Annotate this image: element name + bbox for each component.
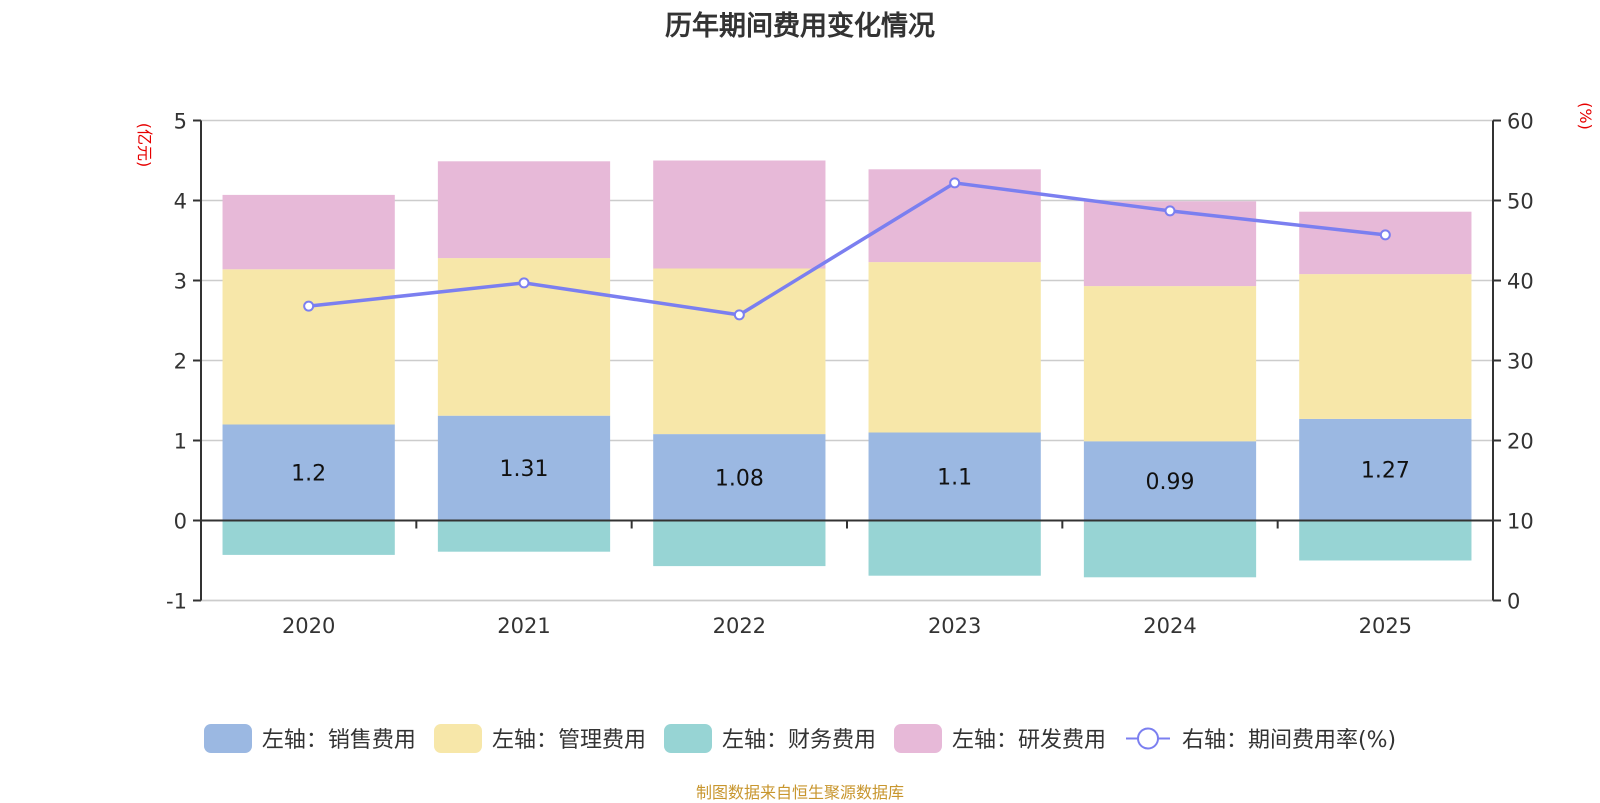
rate-point (733, 309, 745, 321)
bar-segment (868, 520, 1041, 576)
rate-point (949, 177, 961, 189)
legend-label: 左轴：财务费用 (721, 728, 876, 753)
x-axis-tick-label: 2023 (928, 614, 981, 638)
legend-label: 左轴：管理费用 (491, 728, 646, 753)
right-axis-tick-label: 30 (1507, 350, 1534, 374)
x-axis-tick-label: 2024 (1143, 614, 1196, 638)
left-axis-tick-label: 4 (174, 190, 187, 214)
bar-segment (1299, 520, 1472, 561)
left-axis-unit: (亿元) (135, 123, 154, 168)
legend-swatch-sales (203, 723, 252, 753)
bar-segment (1083, 520, 1257, 578)
legend-item-admin[interactable]: 左轴：管理费用 (433, 722, 646, 754)
bar-segment (222, 424, 395, 521)
data-labels: 1.2 1.31 1.08 1.1 0.99 1.27 (291, 457, 1410, 495)
legend-item-sales[interactable]: 左轴：销售费用 (203, 722, 416, 754)
right-axis-tick-label: 10 (1507, 510, 1534, 534)
legend-item-rate[interactable]: 右轴：期间费用率(%) (1124, 722, 1396, 754)
left-axis-tick-label: 2 (174, 350, 187, 374)
bar-segment (653, 160, 826, 269)
legend-label: 左轴：研发费用 (951, 728, 1106, 753)
bar-value-label: 1.1 (937, 466, 972, 491)
left-axis-tick-label: 5 (174, 110, 187, 134)
legend-item-finance[interactable]: 左轴：财务费用 (663, 722, 876, 754)
bar-segment (222, 194, 395, 270)
x-axis-tick-label: 2020 (282, 614, 335, 638)
right-axis-tick-label: 60 (1507, 110, 1534, 134)
bar-segment (1083, 286, 1257, 442)
bar-segment (437, 415, 611, 521)
right-axis-tick-label: 40 (1507, 270, 1534, 294)
right-axis-tick-label: 20 (1507, 430, 1534, 454)
bar-segment (1083, 441, 1257, 521)
bar-segment (222, 269, 395, 425)
left-axis-tick-label: -1 (166, 590, 187, 614)
rate-point (518, 277, 530, 289)
bar-segment (222, 520, 395, 555)
legend-item-rnd[interactable]: 左轴：研发费用 (893, 722, 1106, 754)
x-axis-tick-label: 2021 (497, 614, 550, 638)
bar-value-label: 1.2 (291, 462, 326, 487)
bar-value-label: 1.31 (500, 457, 549, 482)
rate-point (1164, 205, 1176, 217)
right-axis-unit: (%) (1576, 102, 1595, 130)
left-axis-tick-label: 0 (174, 510, 187, 534)
bar-segment (653, 268, 826, 435)
bar-segment (868, 432, 1041, 521)
bar-segment (868, 262, 1041, 433)
gridlines (201, 119, 1493, 602)
bar-segment (653, 434, 826, 521)
bar-value-label: 1.27 (1361, 459, 1410, 484)
rate-line-path (308, 181, 1386, 317)
legend-swatch-rnd (893, 723, 942, 753)
legend-swatch-finance (663, 723, 712, 753)
legend-swatch-admin (433, 723, 482, 753)
source-footer: 制图数据来自恒生聚源数据库 (695, 783, 904, 802)
bar-segment (1299, 211, 1472, 275)
right-axis-tick-label: 0 (1507, 590, 1520, 614)
rate-point (1379, 229, 1391, 241)
bar-segment (1299, 418, 1472, 521)
x-axis-tick-label: 2025 (1359, 614, 1412, 638)
rate-line (303, 177, 1391, 321)
bar-value-label: 1.08 (715, 466, 764, 491)
bar-segment (437, 161, 611, 259)
right-axis-tick-label: 50 (1507, 190, 1534, 214)
rate-point (303, 300, 315, 312)
legend-label: 左轴：销售费用 (261, 728, 416, 753)
chart-title: 历年期间费用变化情况 (665, 11, 935, 42)
left-axis-tick-label: 3 (174, 270, 187, 294)
bar-segment (653, 520, 826, 567)
legend: 左轴：销售费用 左轴：管理费用 左轴：财务费用 左轴：研发费用 右轴：期间费用率… (0, 722, 1600, 754)
bar-segment (1299, 274, 1472, 419)
left-axis-tick-label: 1 (174, 430, 187, 454)
bar-segment (437, 520, 611, 552)
bar-value-label: 0.99 (1146, 470, 1195, 495)
legend-line-circle-icon (1125, 727, 1170, 749)
bars (222, 160, 1472, 578)
x-axis-tick-label: 2022 (713, 614, 766, 638)
legend-label: 右轴：期间费用率(%) (1181, 728, 1397, 753)
